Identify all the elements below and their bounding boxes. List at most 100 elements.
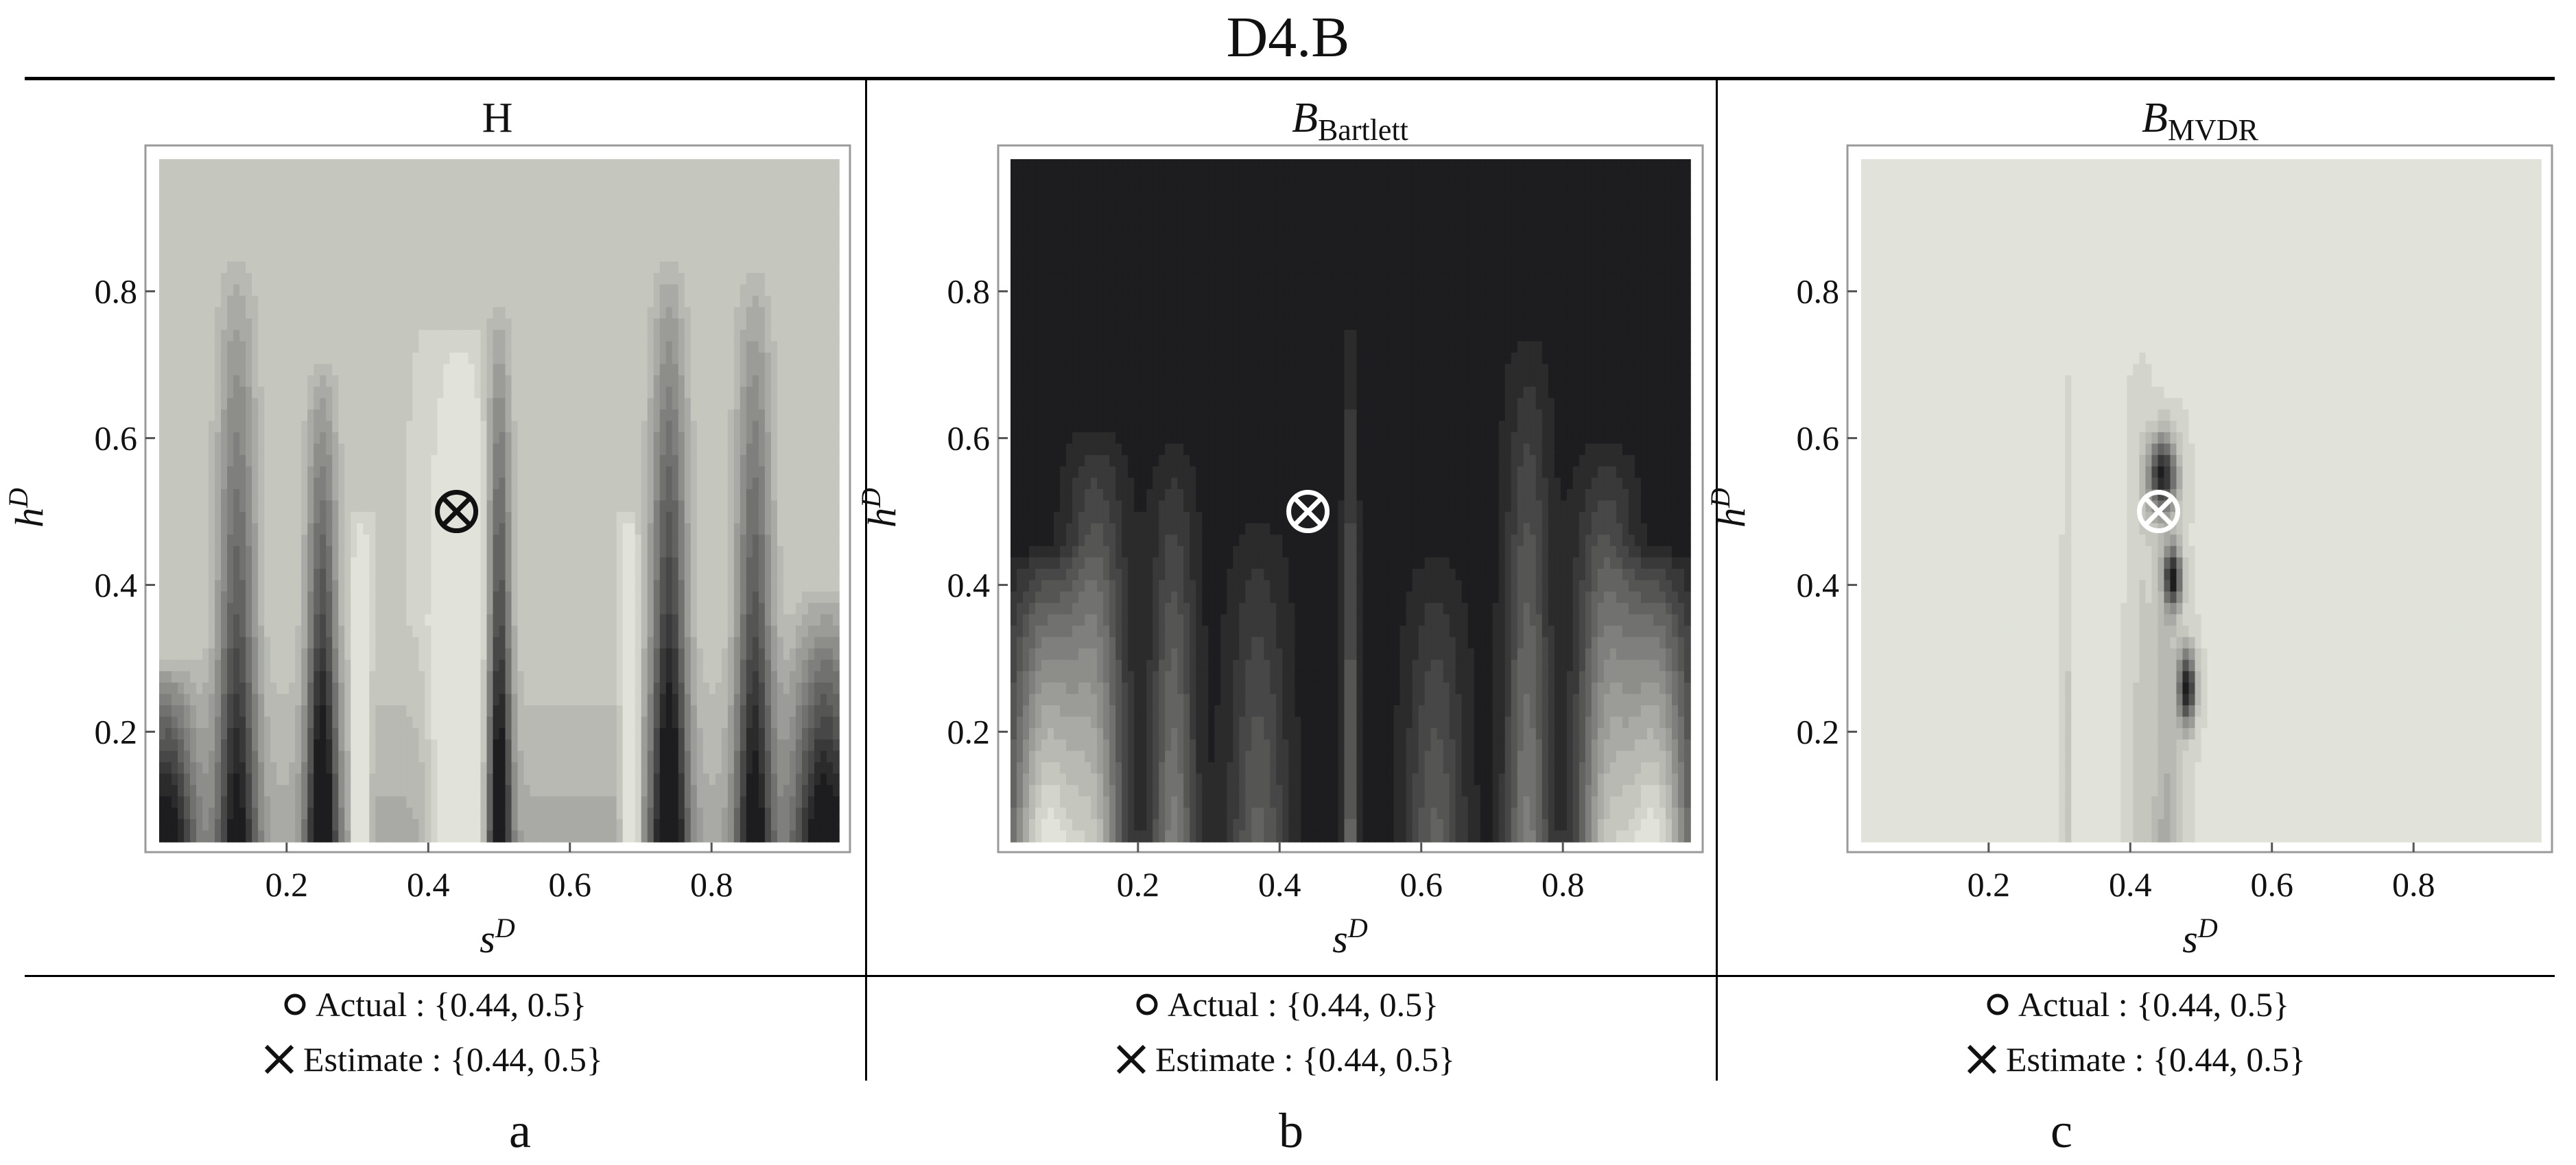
- heatmap-cell: [647, 728, 654, 740]
- heatmap-cell: [598, 637, 605, 649]
- heatmap-cell: [443, 215, 451, 228]
- heatmap-cell: [437, 637, 445, 649]
- heatmap-cell: [591, 785, 599, 797]
- heatmap-cell: [598, 785, 605, 797]
- heatmap-cell: [363, 580, 370, 592]
- heatmap-cell: [598, 215, 605, 228]
- heatmap-cell: [480, 591, 488, 604]
- heatmap-cell: [591, 819, 599, 832]
- heatmap-cell: [289, 659, 296, 672]
- heatmap-cell: [202, 398, 209, 410]
- heatmap-cell: [665, 819, 673, 832]
- heatmap-cell: [394, 227, 401, 239]
- heatmap-cell: [276, 671, 283, 683]
- heatmap-cell: [647, 455, 654, 467]
- heatmap-cell: [474, 204, 482, 217]
- heatmap-cell: [425, 159, 432, 172]
- heatmap-cell: [536, 808, 543, 820]
- heatmap-cell: [505, 272, 512, 285]
- heatmap-cell: [178, 466, 185, 479]
- heatmap-cell: [307, 227, 315, 239]
- heatmap-cell: [344, 398, 352, 410]
- heatmap-cell: [289, 215, 296, 228]
- heatmap-cell: [536, 296, 543, 308]
- heatmap-cell: [375, 193, 383, 206]
- heatmap-cell: [351, 580, 358, 592]
- heatmap-cell: [221, 307, 228, 319]
- heatmap-cell: [227, 671, 234, 683]
- heatmap-cell: [190, 785, 197, 797]
- heatmap-cell: [159, 557, 166, 569]
- heatmap-cell: [375, 773, 383, 786]
- heatmap-cell: [406, 284, 414, 296]
- heatmap-cell: [246, 500, 252, 513]
- heatmap-cell: [357, 534, 364, 547]
- heatmap-cell: [314, 591, 321, 604]
- heatmap-cell: [196, 215, 203, 228]
- heatmap-cell: [159, 478, 166, 490]
- heatmap-cell: [227, 637, 234, 649]
- heatmap-cell: [338, 694, 346, 706]
- heatmap-cell: [591, 580, 599, 592]
- heatmap-cell: [665, 170, 673, 183]
- heatmap-cell: [190, 215, 197, 228]
- heatmap-cell: [270, 329, 277, 342]
- heatmap-cell: [659, 545, 667, 558]
- heatmap-cell: [443, 694, 451, 706]
- heatmap-cell: [622, 364, 630, 376]
- heatmap-cell: [616, 432, 624, 445]
- heatmap-cell: [190, 341, 197, 353]
- heatmap-cell: [511, 819, 519, 832]
- heatmap-cell: [554, 227, 562, 239]
- heatmap-cell: [598, 751, 605, 763]
- heatmap-cell: [215, 329, 222, 342]
- heatmap-cell: [573, 455, 580, 467]
- heatmap-cell: [270, 296, 277, 308]
- heatmap-cell: [449, 580, 457, 592]
- heatmap-cell: [641, 409, 648, 422]
- heatmap-cell: [233, 671, 240, 683]
- heatmap-cell: [641, 421, 648, 433]
- heatmap-cell: [499, 170, 506, 183]
- heatmap-cell: [369, 694, 377, 706]
- heatmap-cell: [351, 773, 358, 786]
- heatmap-cell: [283, 671, 289, 683]
- heatmap-cell: [394, 170, 401, 183]
- heatmap-cell: [604, 728, 611, 740]
- heatmap-cell: [486, 455, 494, 467]
- heatmap-cell: [585, 545, 593, 558]
- heatmap-cell: [573, 443, 580, 456]
- heatmap-cell: [215, 386, 222, 399]
- heatmap-cell: [573, 785, 580, 797]
- heatmap-cell: [598, 375, 605, 388]
- heatmap-cell: [412, 409, 420, 422]
- heatmap-cell: [209, 762, 215, 775]
- heatmap-cell: [665, 272, 673, 285]
- heatmap-cell: [400, 386, 407, 399]
- heatmap-cell: [431, 751, 438, 763]
- heatmap-cell: [616, 261, 624, 274]
- heatmap-cell: [332, 648, 340, 661]
- heatmap-cell: [542, 398, 550, 410]
- heatmap-cell: [480, 398, 488, 410]
- heatmap-cell: [351, 648, 358, 661]
- heatmap-cell: [622, 398, 630, 410]
- heatmap-cell: [499, 272, 506, 285]
- heatmap-cell: [264, 751, 271, 763]
- heatmap-cell: [635, 159, 642, 172]
- heatmap-cell: [431, 785, 438, 797]
- heatmap-cell: [178, 284, 185, 296]
- heatmap-cell: [283, 307, 289, 319]
- heatmap-cell: [375, 728, 383, 740]
- heatmap-cell: [560, 455, 568, 467]
- heatmap-cell: [486, 341, 494, 353]
- heatmap-cell: [665, 739, 673, 752]
- heatmap-cell: [616, 694, 624, 706]
- heatmap-cell: [246, 808, 252, 820]
- heatmap-cell: [635, 364, 642, 376]
- heatmap-cell: [326, 296, 333, 308]
- heatmap-cell: [301, 159, 309, 172]
- heatmap-cell: [523, 296, 531, 308]
- heatmap-cell: [357, 705, 364, 718]
- heatmap-cell: [314, 182, 321, 194]
